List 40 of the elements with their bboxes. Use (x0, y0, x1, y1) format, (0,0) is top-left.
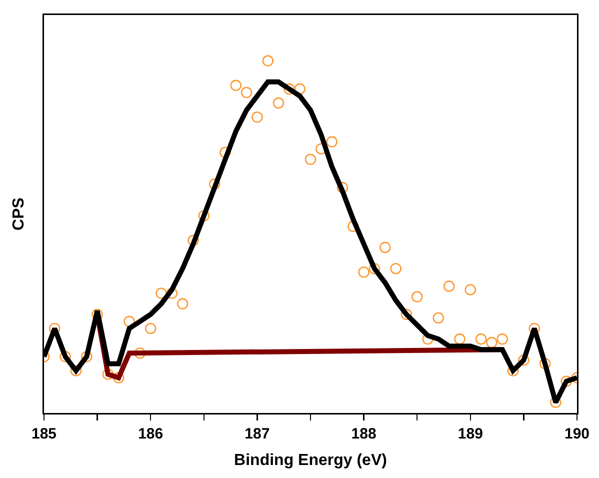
x-tick-label: 190 (564, 426, 590, 442)
point (390, 262, 402, 274)
point (454, 333, 466, 345)
point (464, 284, 476, 296)
point (176, 298, 188, 310)
point (230, 80, 242, 92)
point (70, 365, 82, 376)
point (475, 333, 487, 345)
x-axis-title: Binding Energy (eV) (234, 452, 387, 469)
point (486, 336, 498, 348)
x-tick-label: 188 (351, 426, 376, 442)
point (400, 308, 412, 320)
point (379, 242, 391, 254)
point (326, 136, 338, 148)
point (112, 372, 124, 384)
point (411, 291, 423, 302)
point (496, 333, 508, 345)
x-tick-label: 185 (31, 426, 57, 442)
point (358, 266, 370, 278)
point (284, 83, 295, 95)
point (560, 376, 572, 387)
x-tick-label: 189 (458, 426, 483, 442)
point (432, 312, 444, 324)
point (336, 182, 348, 194)
point (144, 322, 156, 334)
x-tick-label: 187 (244, 426, 270, 442)
point (240, 86, 252, 98)
point (368, 262, 380, 274)
y-axis-title: CPS (10, 197, 28, 230)
point (304, 154, 316, 166)
point (252, 111, 263, 123)
point (272, 97, 284, 109)
point (443, 280, 455, 292)
x-tick-label: 186 (138, 426, 164, 442)
point (262, 55, 274, 66)
point (507, 365, 519, 376)
point (518, 354, 530, 366)
point (198, 210, 210, 222)
point (156, 288, 167, 299)
point (60, 351, 71, 362)
